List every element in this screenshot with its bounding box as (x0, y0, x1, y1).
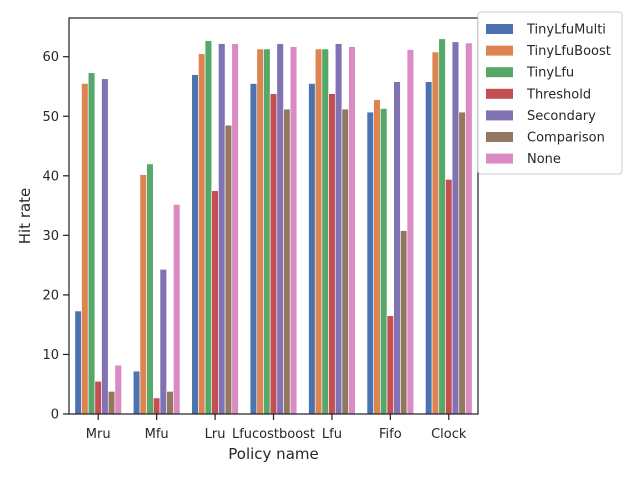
bar-tinylfumulti-lfu (308, 83, 316, 415)
bars-group (74, 38, 473, 415)
x-tick-label: Clock (431, 427, 467, 442)
legend-swatch-threshold (486, 88, 513, 99)
bar-threshold-lru (211, 190, 219, 415)
y-tick-label: 10 (42, 348, 59, 363)
bar-none-lru (231, 43, 239, 415)
bar-tinylfu-lru (204, 40, 213, 415)
x-tick-label: Lru (205, 427, 226, 442)
bar-tinylfuboost-lfucostboost (256, 48, 264, 415)
legend-swatch-tinylfumulti (486, 24, 513, 34)
bar-comparison-lru (224, 124, 233, 415)
x-axis-label: Policy name (228, 445, 318, 463)
x-tick-label: Mru (86, 427, 111, 442)
bar-tinylfu-lfucostboost (263, 48, 271, 415)
x-tick-label: Lfucostboost (232, 427, 315, 442)
bar-tinylfu-lfu (321, 48, 329, 415)
bar-tinylfu-mru (87, 72, 96, 415)
x-tick-label: Mfu (145, 427, 169, 442)
bar-none-mfu (173, 204, 181, 415)
bar-none-mru (114, 364, 122, 415)
bar-tinylfumulti-lfucostboost (249, 83, 258, 415)
bar-threshold-clock (445, 179, 453, 415)
legend-box (477, 11, 623, 175)
bar-secondary-clock (451, 41, 460, 415)
y-tick-label: 60 (42, 50, 59, 65)
bar-secondary-lru (218, 43, 226, 415)
bar-secondary-fifo (393, 81, 401, 415)
legend-entry-secondary: Secondary (527, 109, 596, 124)
bar-none-clock (465, 42, 473, 415)
bar-threshold-fifo (386, 315, 394, 415)
bar-tinylfumulti-lru (191, 74, 199, 415)
legend-swatch-comparison (486, 132, 513, 142)
bar-comparison-clock (458, 111, 466, 415)
legend: TinyLfuMulti TinyLfuBoost TinyLfu Threshold… (477, 11, 623, 175)
legend-entry-comparison: Comparison (527, 131, 605, 146)
bar-tinylfuboost-clock (431, 51, 440, 415)
legend-swatch-tinylfuboost (486, 45, 513, 56)
bar-secondary-mfu (159, 268, 167, 415)
x-axis: Mru Mfu Lru Lfucostboost Lfu Fifo Clock (86, 414, 467, 442)
bar-comparison-lfucostboost (283, 108, 291, 415)
bar-tinylfumulti-clock (425, 81, 433, 415)
y-tick-label: 0 (51, 408, 59, 423)
bar-secondary-lfu (334, 43, 343, 415)
x-tick-label: Lfu (322, 427, 342, 442)
y-tick-label: 20 (42, 288, 59, 303)
bar-comparison-mru (107, 391, 116, 415)
bar-threshold-lfu (328, 93, 336, 415)
legend-entry-none: None (527, 152, 561, 167)
plot-frame (68, 17, 479, 415)
legend-swatch-none (486, 153, 513, 164)
bar-tinylfuboost-lru (198, 53, 206, 415)
bar-tinylfu-clock (438, 38, 446, 415)
bar-tinylfu-fifo (380, 108, 388, 415)
bar-tinylfuboost-lfu (314, 48, 323, 415)
legend-entry-tinylfu: TinyLfu (526, 66, 574, 81)
bar-threshold-lfucostboost (269, 93, 278, 415)
bar-comparison-fifo (400, 230, 408, 415)
y-axis: 0 10 20 30 40 50 60 (42, 50, 69, 423)
bar-secondary-lfucostboost (276, 43, 284, 415)
bar-none-fifo (406, 49, 415, 415)
legend-entry-threshold: Threshold (526, 87, 591, 102)
bar-comparison-lfu (341, 108, 349, 415)
bar-tinylfumulti-fifo (366, 111, 374, 415)
legend-swatch-secondary (486, 110, 513, 121)
bar-threshold-mfu (153, 397, 161, 415)
y-tick-label: 50 (42, 110, 59, 125)
bar-none-lfu (348, 46, 356, 415)
legend-entry-tinylfuboost: TinyLfuBoost (526, 44, 611, 59)
legend-swatch-tinylfu (486, 67, 513, 78)
y-tick-label: 30 (42, 229, 59, 244)
bar-comparison-mfu (166, 391, 174, 415)
bar-tinylfuboost-fifo (373, 99, 381, 415)
legend-entry-tinylfumulti: TinyLfuMulti (526, 23, 606, 38)
bar-tinylfumulti-mru (74, 310, 82, 415)
bar-threshold-mru (94, 380, 102, 415)
y-axis-label: Hit rate (16, 188, 34, 245)
bar-tinylfuboost-mru (81, 83, 89, 415)
y-tick-label: 40 (42, 169, 59, 184)
bar-secondary-mru (101, 78, 109, 415)
bar-tinylfu-mfu (146, 163, 154, 415)
bar-tinylfuboost-mfu (139, 174, 147, 415)
bar-none-lfucostboost (289, 46, 298, 415)
bar-tinylfumulti-mfu (132, 370, 141, 415)
x-tick-label: Fifo (379, 427, 402, 442)
